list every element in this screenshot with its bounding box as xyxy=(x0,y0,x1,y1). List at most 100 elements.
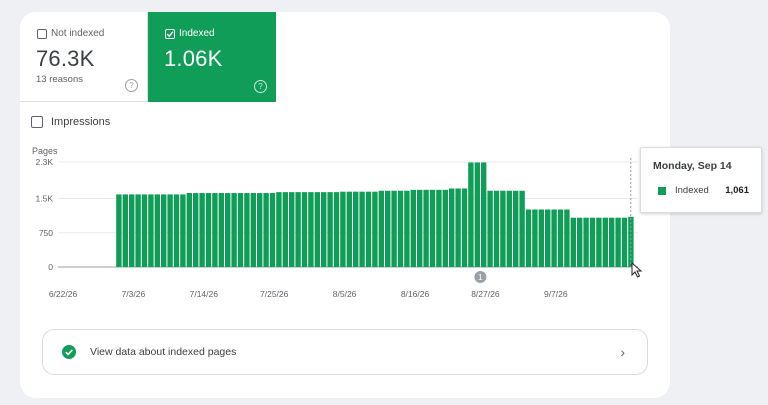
chart-bar xyxy=(417,189,423,267)
tooltip-series-name: Indexed xyxy=(675,185,709,196)
not-indexed-tile[interactable]: Not indexed 76.3K 13 reasons ? xyxy=(20,12,148,102)
chart-bar xyxy=(237,193,244,267)
chart-bar xyxy=(545,209,551,267)
chart-bar xyxy=(429,189,436,267)
chart-bar xyxy=(538,209,544,267)
chart-bar xyxy=(327,192,333,267)
y-tick-label: 0 xyxy=(48,262,53,272)
chart-bar xyxy=(314,192,320,267)
chart-bar xyxy=(205,193,212,267)
chart-bar xyxy=(513,190,519,267)
indexed-checkbox[interactable] xyxy=(165,29,175,39)
chart-bar xyxy=(365,191,372,267)
chart-bar xyxy=(506,190,512,267)
not-indexed-reasons: 13 reasons xyxy=(36,74,84,85)
chart-bar xyxy=(557,209,564,267)
chart-bar xyxy=(321,192,327,267)
chart-bar xyxy=(129,194,135,267)
indexed-pages-chart[interactable]: Pages 0 750 1.5K 2.3K 6/22/26 7/3/26 7/14/26 7/2… xyxy=(20,142,650,317)
chart-bar xyxy=(308,192,314,267)
x-tick-label: 6/22/26 xyxy=(49,289,78,299)
chart-bar xyxy=(455,188,461,267)
chart-bar xyxy=(154,194,160,267)
chart-bar xyxy=(551,209,557,267)
chart-bar xyxy=(564,209,570,267)
chart-bar xyxy=(570,217,576,267)
chart-bar xyxy=(180,194,186,267)
chart-bar xyxy=(397,190,404,267)
chart-bar xyxy=(173,194,180,267)
chart-bar xyxy=(122,194,128,267)
chart-bar xyxy=(583,217,589,267)
chart-bar xyxy=(148,194,154,267)
checkmark-icon xyxy=(166,31,174,38)
chart-bar xyxy=(519,190,525,267)
chart-bar xyxy=(289,192,295,267)
view-indexed-data-label: View data about indexed pages xyxy=(90,346,237,358)
chart-bar xyxy=(353,191,359,267)
chart-bar xyxy=(161,194,167,267)
indexed-label: Indexed xyxy=(179,28,215,39)
chart-bar xyxy=(436,189,442,267)
chart-bar xyxy=(442,189,448,267)
help-icon[interactable]: ? xyxy=(125,79,138,92)
chart-bar xyxy=(474,162,480,267)
tooltip-series-value: 1,061 xyxy=(725,185,749,196)
chevron-right-icon: › xyxy=(620,344,625,360)
y-tick-label: 1.5K xyxy=(36,194,54,204)
chart-bar xyxy=(596,217,602,267)
y-tick-label: 2.3K xyxy=(36,157,54,167)
chart-bar xyxy=(199,193,205,267)
indexed-tile[interactable]: Indexed 1.06K ? xyxy=(148,12,276,102)
annotation-marker xyxy=(474,271,487,283)
view-indexed-data-button[interactable]: View data about indexed pages › xyxy=(42,329,648,375)
x-tick-label: 8/16/26 xyxy=(401,289,430,299)
chart-bar xyxy=(468,162,474,267)
chart-bar xyxy=(500,190,506,267)
chart-bar xyxy=(525,209,532,267)
indexed-value: 1.06K xyxy=(164,46,223,71)
chart-bar xyxy=(628,216,634,267)
chart-bar xyxy=(391,190,397,267)
chart-bar xyxy=(141,194,148,267)
not-indexed-label: Not indexed xyxy=(51,28,105,39)
help-icon[interactable]: ? xyxy=(254,80,267,93)
x-tick-label: 9/7/26 xyxy=(544,289,568,299)
impressions-toggle[interactable]: Impressions xyxy=(31,114,110,130)
chart-tooltip: Monday, Sep 14 Indexed 1,061 xyxy=(640,147,762,213)
tooltip-series-swatch xyxy=(658,187,666,195)
chart-bar xyxy=(461,188,468,267)
annotation-label: 1 xyxy=(478,273,483,282)
chart-bar xyxy=(615,217,621,267)
chart-bar xyxy=(269,193,276,267)
x-tick-label: 7/14/26 xyxy=(190,289,219,299)
chart-bar xyxy=(244,193,250,267)
chart-bar xyxy=(481,162,487,267)
chart-bar xyxy=(301,192,308,267)
chart-bar xyxy=(589,217,596,267)
not-indexed-value: 76.3K xyxy=(36,46,95,71)
chart-bar xyxy=(340,191,346,267)
chart-bar xyxy=(225,193,231,267)
x-tick-label: 7/3/26 xyxy=(122,289,146,299)
chart-bar xyxy=(493,190,500,267)
chart-bar xyxy=(487,190,493,267)
chart-bar xyxy=(333,192,340,267)
chart-bar xyxy=(257,193,263,267)
chart-bar xyxy=(346,191,352,267)
chart-bar xyxy=(135,194,141,267)
impressions-checkbox[interactable] xyxy=(31,116,43,128)
chart-bar xyxy=(602,217,608,267)
check-circle-icon xyxy=(62,345,76,359)
chart-bar xyxy=(231,193,237,267)
chart-bar xyxy=(212,193,218,267)
chart-bar xyxy=(621,217,628,267)
chart-bar xyxy=(372,191,378,267)
indexing-report-card: Not indexed 76.3K 13 reasons ? Indexed 1… xyxy=(20,12,670,398)
chart-bar xyxy=(167,194,173,267)
chart-bar xyxy=(410,189,416,267)
chart-bar xyxy=(359,191,365,267)
x-tick-label: 7/25/26 xyxy=(260,289,289,299)
chart-bar xyxy=(423,189,429,267)
not-indexed-checkbox[interactable] xyxy=(37,29,47,39)
